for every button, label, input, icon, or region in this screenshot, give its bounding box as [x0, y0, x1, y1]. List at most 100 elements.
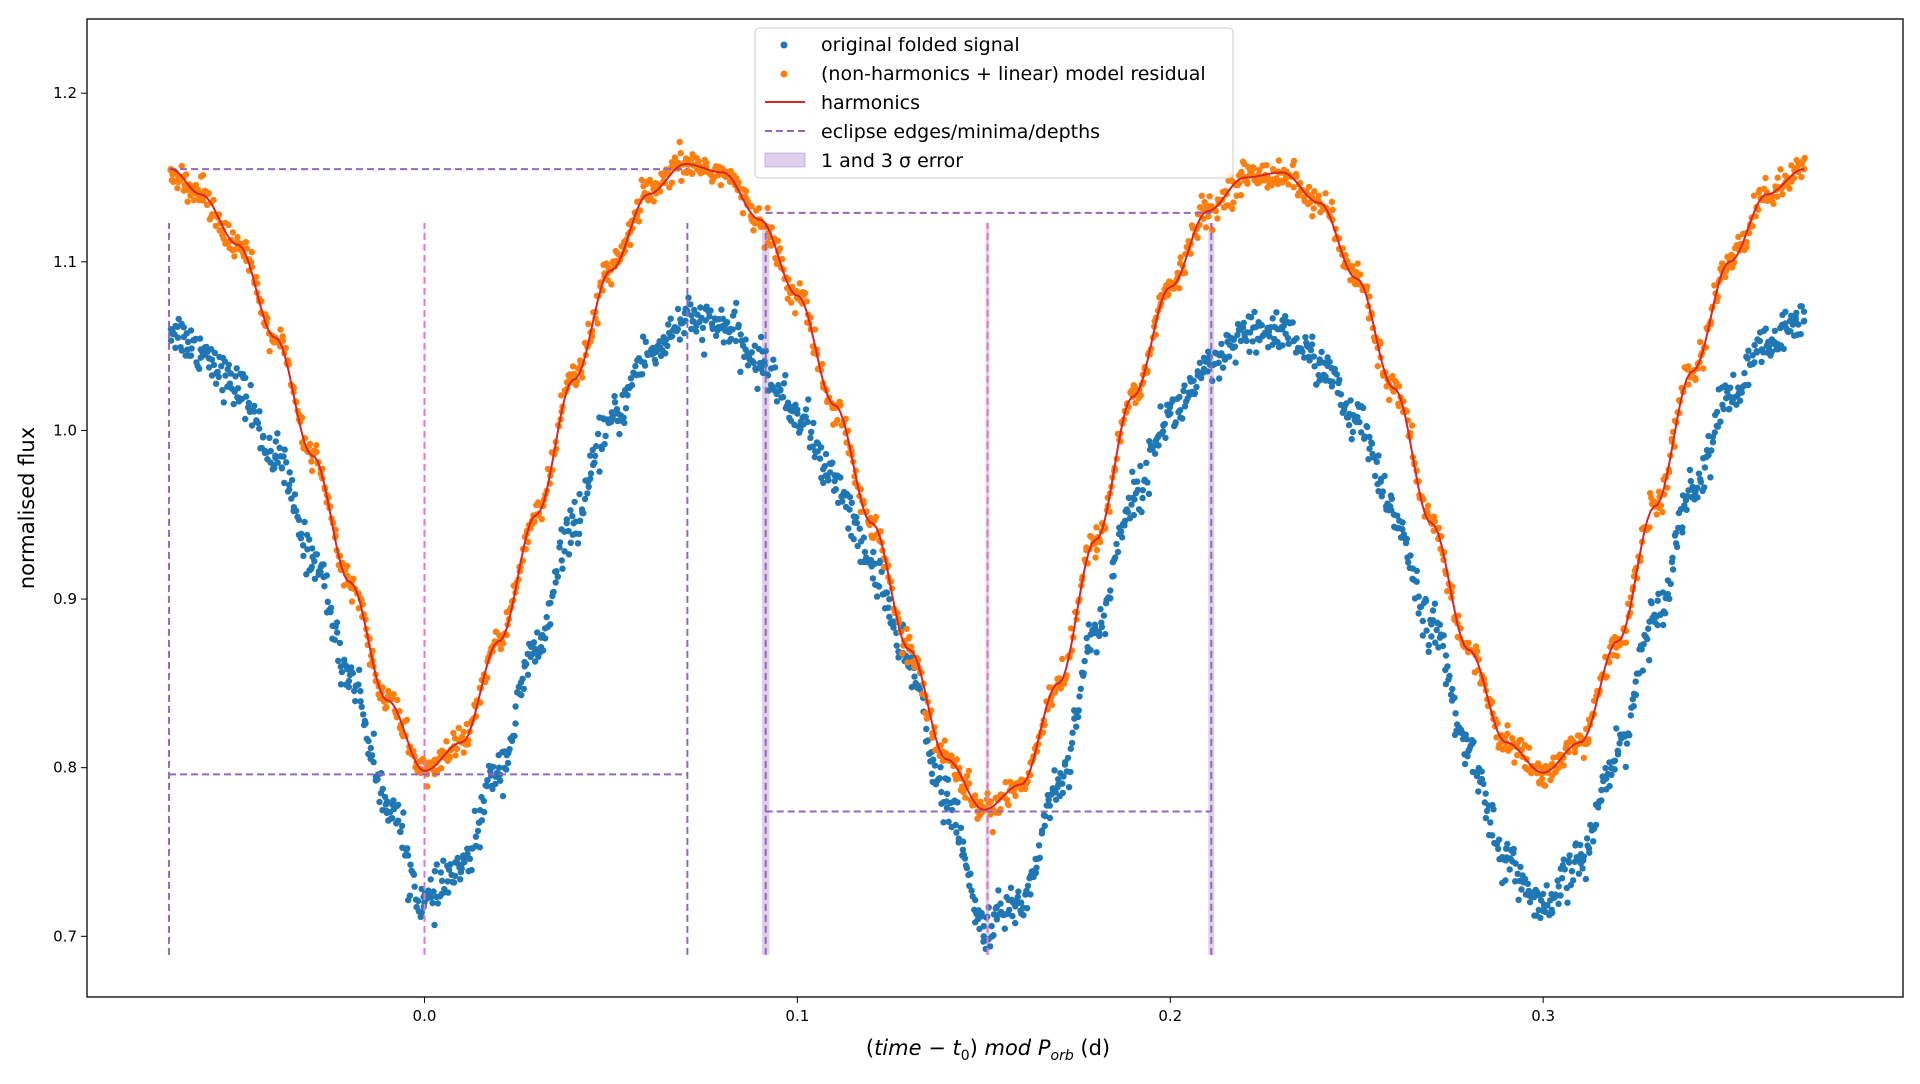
original-signal-point [556, 544, 563, 551]
original-signal-point [1306, 357, 1313, 364]
original-signal-point [807, 434, 814, 442]
original-signal-point [1557, 892, 1564, 899]
original-signal-point [1627, 712, 1635, 719]
original-signal-point [1626, 732, 1633, 739]
original-signal-point [251, 402, 258, 410]
original-signal-point [362, 720, 369, 727]
original-signal-point [348, 664, 355, 671]
residual-point [1328, 198, 1336, 206]
original-signal-point [230, 400, 237, 408]
original-signal-point [1598, 786, 1605, 794]
residual-point [1465, 639, 1472, 647]
original-signal-point [293, 507, 300, 514]
original-signal-point [1279, 342, 1286, 349]
residual-point [689, 170, 696, 177]
original-signal-point [703, 303, 710, 310]
original-signal-point [1097, 606, 1104, 613]
original-signal-point [802, 406, 810, 413]
residual-point [1194, 234, 1201, 241]
legend-label-residual: (non-harmonics + linear) model residual [821, 63, 1206, 85]
original-signal-point [1246, 348, 1253, 355]
original-signal-point [820, 479, 827, 487]
residual-point [1244, 180, 1251, 187]
original-signal-point [1687, 477, 1695, 485]
original-signal-point [1041, 822, 1049, 829]
original-signal-point [1489, 832, 1496, 839]
original-signal-point [1307, 347, 1315, 354]
original-signal-point [810, 419, 817, 427]
residual-point [424, 783, 431, 790]
original-signal-point [484, 777, 491, 784]
x-axis-label: (time − t0) mod Porb (d) [866, 1036, 1110, 1064]
residual-point [212, 222, 219, 230]
original-signal-point [757, 333, 765, 341]
original-signal-point [1231, 343, 1239, 350]
original-signal-point [335, 657, 342, 664]
residual-point [484, 674, 491, 682]
residual-point [1377, 340, 1384, 347]
residual-point [1664, 484, 1671, 491]
original-signal-point [938, 788, 945, 796]
original-signal-point [1258, 321, 1265, 329]
original-signal-point [1514, 870, 1521, 877]
residual-point [1092, 554, 1099, 561]
original-signal-point [547, 599, 554, 607]
original-signal-point [1478, 768, 1485, 775]
original-signal-point [285, 481, 293, 489]
original-signal-point [271, 464, 278, 472]
original-signal-point [407, 861, 414, 868]
residual-point [1106, 508, 1113, 515]
residual-point [1603, 673, 1611, 680]
original-signal-point [777, 386, 784, 393]
original-signal-point [1463, 736, 1471, 743]
original-signal-point [437, 869, 444, 876]
original-signal-point [476, 844, 483, 851]
original-signal-point [940, 819, 947, 826]
original-signal-point [1180, 387, 1187, 394]
original-signal-point [512, 703, 519, 710]
original-signal-point [1705, 452, 1712, 459]
residual-point [989, 828, 996, 836]
original-signal-point [756, 359, 764, 367]
residual-point [962, 794, 969, 801]
original-signal-point [208, 356, 216, 363]
original-signal-point [225, 361, 232, 368]
original-signal-point [1480, 780, 1487, 787]
original-signal-point [1666, 595, 1673, 602]
original-signal-point [1354, 413, 1361, 421]
original-signal-point [837, 474, 844, 481]
original-signal-point [1654, 597, 1661, 604]
original-signal-point [1549, 909, 1556, 916]
original-signal-point [587, 470, 595, 477]
residual-point [1408, 422, 1416, 429]
residual-point [1685, 363, 1692, 370]
original-signal-point [624, 392, 631, 399]
original-signal-point [309, 545, 316, 552]
original-signal-point [1092, 629, 1099, 636]
axes-frame [86, 18, 1904, 998]
original-signal-point [1451, 694, 1458, 701]
original-signal-point [1093, 649, 1100, 656]
residual-point [677, 149, 684, 157]
original-signal-point [1159, 428, 1167, 435]
original-signal-point [1361, 433, 1369, 440]
original-signal-point [389, 815, 396, 822]
original-signal-point [967, 870, 974, 877]
original-signal-point [468, 866, 475, 874]
residual-point [403, 716, 411, 723]
original-signal-point [1075, 707, 1082, 714]
original-signal-point [1429, 607, 1437, 614]
original-signal-point [556, 539, 564, 546]
original-signal-point [718, 306, 725, 313]
original-signal-point [1069, 729, 1076, 736]
residual-point [1263, 162, 1270, 169]
original-signal-point [1196, 359, 1204, 366]
residual-point [1202, 224, 1210, 231]
original-signal-point [222, 372, 229, 379]
original-signal-point [641, 362, 649, 369]
original-signal-point [471, 807, 478, 815]
original-signal-point [1379, 488, 1387, 495]
residual-point [1209, 226, 1216, 234]
original-signal-point [1216, 375, 1223, 382]
original-signal-point [480, 797, 487, 805]
